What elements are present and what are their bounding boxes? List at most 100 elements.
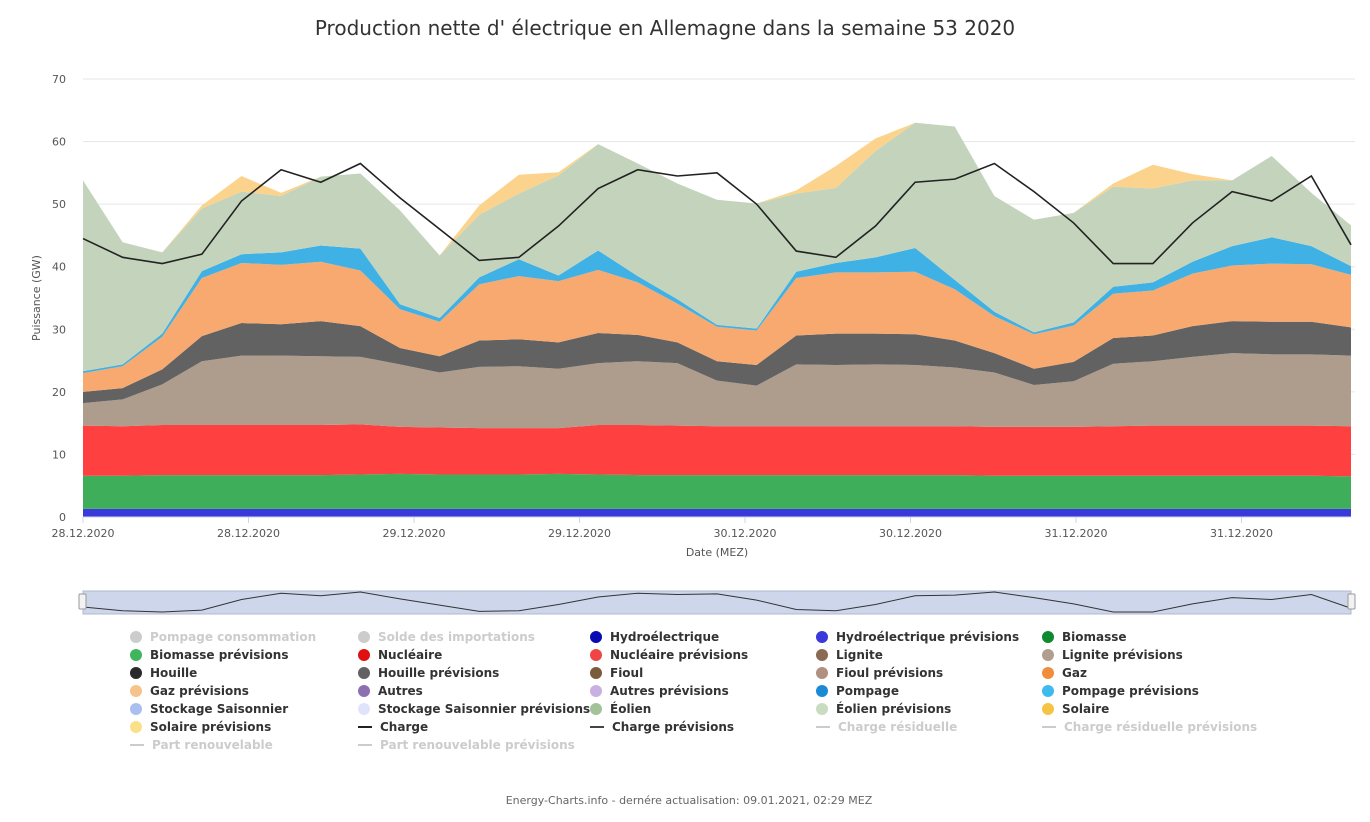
legend-dot-swatch bbox=[1042, 631, 1054, 643]
legend-item[interactable]: Hydroélectrique bbox=[590, 630, 719, 644]
legend-label: Éolien bbox=[610, 702, 652, 716]
legend-item[interactable]: Gaz prévisions bbox=[130, 684, 249, 698]
legend-dot-swatch bbox=[1042, 703, 1054, 715]
legend-item[interactable]: Lignite prévisions bbox=[1042, 648, 1183, 662]
legend-label: Stockage Saisonnier bbox=[150, 702, 289, 716]
area-series bbox=[83, 353, 1351, 429]
legend-label: Biomasse bbox=[1062, 630, 1127, 644]
legend-item[interactable]: Fioul prévisions bbox=[816, 666, 943, 680]
legend-label: Fioul prévisions bbox=[836, 666, 944, 680]
legend-dot-swatch bbox=[358, 667, 370, 679]
x-axis-label: Date (MEZ) bbox=[686, 546, 748, 559]
legend-line-swatch bbox=[358, 726, 372, 728]
legend-dot-swatch bbox=[816, 685, 828, 697]
chart-title: Production nette d' électrique en Allema… bbox=[314, 16, 1016, 40]
x-axis: 28.12.2020 28.12.2020 29.12.2020 29.12.2020… bbox=[52, 516, 1351, 540]
legend-dot-swatch bbox=[358, 649, 370, 661]
y-tick-label: 0 bbox=[59, 511, 66, 524]
legend-dot-swatch bbox=[590, 703, 602, 715]
legend-item[interactable]: Autres prévisions bbox=[590, 684, 729, 698]
legend-label: Charge résiduelle prévisions bbox=[1064, 720, 1258, 734]
legend-label: Biomasse prévisions bbox=[150, 648, 289, 662]
area-series bbox=[83, 261, 1351, 392]
legend-dot-swatch bbox=[130, 685, 142, 697]
legend-item[interactable]: Gaz bbox=[1042, 666, 1087, 680]
legend-line-swatch bbox=[358, 744, 372, 746]
legend-label: Houille bbox=[150, 666, 198, 680]
legend-item[interactable]: Stockage Saisonnier prévisions bbox=[358, 702, 590, 716]
legend-label: Éolien prévisions bbox=[836, 702, 952, 716]
legend-line-swatch bbox=[590, 726, 604, 728]
legend-item[interactable]: Part renouvelable prévisions bbox=[358, 738, 575, 752]
legend-label: Fioul bbox=[610, 666, 644, 680]
legend-item[interactable]: Nucléaire bbox=[358, 648, 442, 662]
legend-dot-swatch bbox=[130, 631, 142, 643]
legend-label: Part renouvelable prévisions bbox=[380, 738, 575, 752]
load-lines bbox=[82, 162, 1352, 265]
legend-item[interactable]: Pompage prévisions bbox=[1042, 684, 1199, 698]
legend-item[interactable]: Charge bbox=[358, 720, 428, 734]
legend-item[interactable]: Stockage Saisonnier bbox=[130, 702, 288, 716]
legend-label: Lignite prévisions bbox=[1062, 648, 1183, 662]
legend-item[interactable]: Solaire prévisions bbox=[130, 720, 271, 734]
legend-item[interactable]: Autres bbox=[358, 684, 423, 698]
legend-item[interactable]: Houille bbox=[130, 666, 197, 680]
legend-label: Houille prévisions bbox=[378, 666, 500, 680]
legend-label: Solaire prévisions bbox=[150, 720, 272, 734]
legend-label: Nucléaire prévisions bbox=[610, 648, 749, 662]
legend-dot-swatch bbox=[816, 631, 828, 643]
y-tick-label: 40 bbox=[52, 261, 66, 274]
x-tick-label: 28.12.2020 bbox=[217, 527, 280, 540]
legend-dot-swatch bbox=[1042, 667, 1054, 679]
x-tick-label: 30.12.2020 bbox=[714, 527, 777, 540]
legend-label: Part renouvelable bbox=[152, 738, 273, 752]
area-series bbox=[83, 473, 1351, 509]
legend-item[interactable]: Fioul bbox=[590, 666, 643, 680]
navigator-handle-left[interactable] bbox=[78, 593, 87, 610]
legend-dot-swatch bbox=[358, 631, 370, 643]
legend-item[interactable]: Pompage consommation bbox=[130, 630, 316, 644]
legend-dot-swatch bbox=[130, 721, 142, 733]
legend-label: Stockage Saisonnier prévisions bbox=[378, 702, 591, 716]
y-tick-label: 50 bbox=[52, 198, 66, 211]
legend-item[interactable]: Hydroélectrique prévisions bbox=[816, 630, 1019, 644]
legend-item[interactable]: Pompage bbox=[816, 684, 899, 698]
legend-dot-swatch bbox=[816, 703, 828, 715]
x-tick-label: 29.12.2020 bbox=[383, 527, 446, 540]
area-series bbox=[83, 508, 1351, 517]
legend-line-swatch bbox=[130, 744, 144, 746]
legend-label: Pompage bbox=[836, 684, 899, 698]
legend-item[interactable]: Solaire bbox=[1042, 702, 1109, 716]
legend-item[interactable]: Nucléaire prévisions bbox=[590, 648, 748, 662]
legend-item[interactable]: Charge résiduelle prévisions bbox=[1042, 720, 1257, 734]
legend-item[interactable]: Charge résiduelle bbox=[816, 720, 957, 734]
legend-item[interactable]: Charge prévisions bbox=[590, 720, 734, 734]
legend-dot-swatch bbox=[590, 649, 602, 661]
legend-dot-swatch bbox=[590, 631, 602, 643]
legend-label: Nucléaire bbox=[378, 648, 443, 662]
legend-item[interactable]: Solde des importations bbox=[358, 630, 535, 644]
legend-dot-swatch bbox=[590, 667, 602, 679]
area-series bbox=[83, 424, 1351, 477]
y-axis-label: Puissance (GW) bbox=[30, 255, 43, 341]
legend-item[interactable]: Biomasse prévisions bbox=[130, 648, 288, 662]
legend-dot-swatch bbox=[816, 667, 828, 679]
navigator-handle-right[interactable] bbox=[1347, 593, 1356, 610]
legend-item[interactable]: Biomasse bbox=[1042, 630, 1127, 644]
legend-dot-swatch bbox=[358, 685, 370, 697]
navigator[interactable] bbox=[78, 590, 1356, 615]
legend-line-swatch bbox=[816, 726, 830, 728]
legend-item[interactable]: Éolien prévisions bbox=[816, 702, 951, 716]
legend-item[interactable]: Houille prévisions bbox=[358, 666, 499, 680]
legend-label: Autres bbox=[378, 684, 423, 698]
legend-label: Solaire bbox=[1062, 702, 1110, 716]
legend-item[interactable]: Éolien bbox=[590, 702, 651, 716]
area-series bbox=[83, 122, 1351, 372]
legend-item[interactable]: Lignite bbox=[816, 648, 883, 662]
legend-dot-swatch bbox=[816, 649, 828, 661]
y-tick-label: 60 bbox=[52, 136, 66, 149]
legend-label: Lignite bbox=[836, 648, 883, 662]
y-tick-label: 20 bbox=[52, 386, 66, 399]
legend-item[interactable]: Part renouvelable bbox=[130, 738, 273, 752]
x-tick-label: 28.12.2020 bbox=[52, 527, 115, 540]
